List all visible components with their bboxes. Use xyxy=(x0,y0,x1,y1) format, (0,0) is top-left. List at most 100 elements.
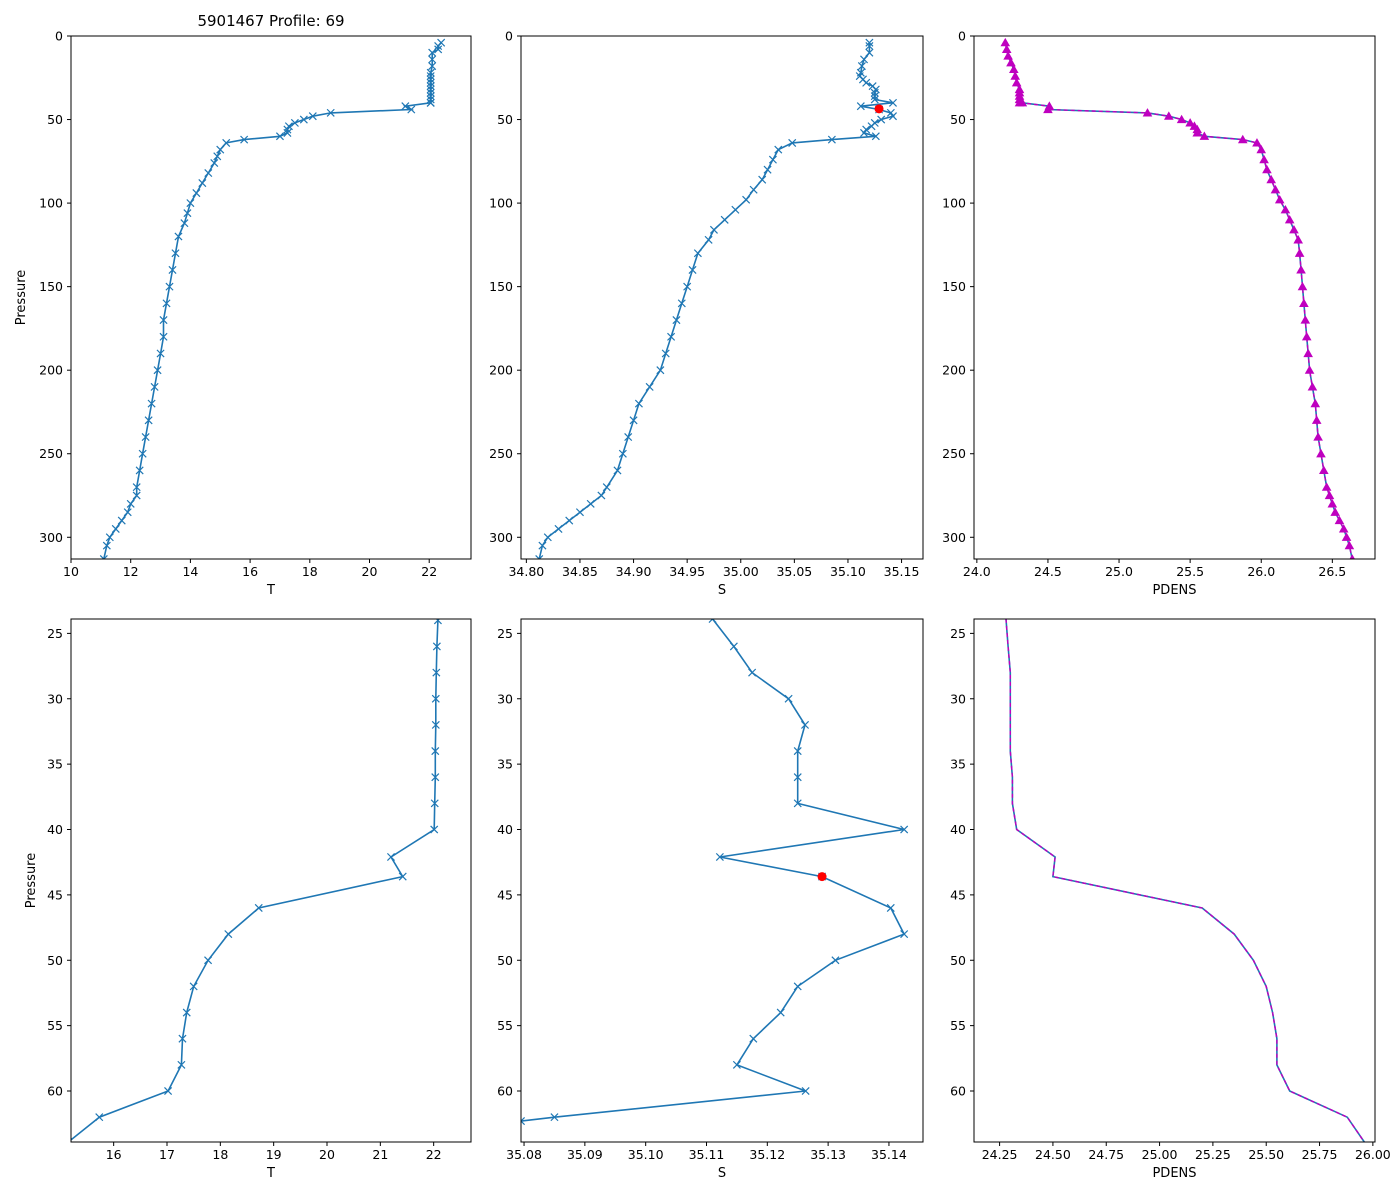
data-point-triangle xyxy=(1294,248,1305,257)
y-tick-label: 60 xyxy=(47,1084,63,1099)
data-point-triangle xyxy=(1266,174,1276,184)
y-tick-label: 150 xyxy=(489,279,513,294)
data-point-x xyxy=(554,524,563,533)
data-point-x xyxy=(178,1034,187,1043)
data-point-x xyxy=(827,135,836,144)
y-tick-label: 30 xyxy=(950,691,966,706)
data-point-x xyxy=(629,416,638,425)
data-point-x xyxy=(586,499,595,508)
data-point-triangle xyxy=(1284,215,1295,224)
y-tick-label: 35 xyxy=(497,757,513,772)
y-tick-label: 300 xyxy=(39,530,63,545)
data-point-x xyxy=(189,982,198,991)
data-point-x xyxy=(602,483,611,492)
panel-sal-full: 34.80 34.85 34.90 34.95 35.00 35.05 35.10 35.15… xyxy=(489,29,924,598)
data-point-x xyxy=(870,92,879,101)
x-tick-label: 35.10 xyxy=(830,564,866,579)
data-point-x xyxy=(788,138,797,147)
x-axis-label: PDENS xyxy=(1152,583,1196,598)
data-point-x xyxy=(793,799,802,808)
data-point-x xyxy=(426,98,435,107)
data-point-x xyxy=(434,45,443,54)
data-point-x xyxy=(865,48,874,57)
x-tick-label: 35.00 xyxy=(723,564,759,579)
data-point-x xyxy=(618,449,627,458)
data-point-triangle xyxy=(1289,225,1299,234)
data-point-x xyxy=(168,265,177,274)
x-tick-label: 35.08 xyxy=(506,1147,542,1162)
data-point-triangle xyxy=(1341,532,1352,541)
x-tick-label: 25.25 xyxy=(1195,1147,1231,1162)
data-point-triangle xyxy=(1321,482,1332,491)
data-point-x xyxy=(117,516,126,525)
x-tick-label: 34.95 xyxy=(669,564,705,579)
data-point-x xyxy=(431,747,440,756)
y-tick-label: 55 xyxy=(497,1018,513,1033)
x-axis-label: T xyxy=(266,1166,275,1181)
data-point-x xyxy=(704,235,713,244)
data-point-x xyxy=(543,533,552,542)
data-point-x xyxy=(667,332,676,341)
data-point-x xyxy=(95,1113,104,1122)
data-point-triangle xyxy=(1009,64,1019,74)
y-tick-label: 40 xyxy=(497,822,513,837)
data-point-triangle xyxy=(1349,554,1355,559)
data-point-triangle xyxy=(1330,507,1340,516)
data-point-x xyxy=(299,115,308,124)
data-point-x xyxy=(426,95,435,104)
x-axis-label: S xyxy=(718,1166,726,1181)
y-tick-label: 50 xyxy=(47,112,63,127)
y-tick-label: 30 xyxy=(497,691,513,706)
data-point-x xyxy=(182,1008,191,1017)
x-tick-label: 16 xyxy=(106,1147,122,1162)
axes-frame xyxy=(70,35,472,560)
data-point-x xyxy=(111,524,120,533)
data-point-x xyxy=(535,554,544,559)
data-point-x xyxy=(102,541,111,550)
data-point-x xyxy=(683,282,692,291)
data-point-x xyxy=(162,299,171,308)
y-tick-label: 25 xyxy=(47,626,63,641)
x-tick-label: 24.5 xyxy=(1034,564,1062,579)
x-tick-label: 19 xyxy=(266,1147,282,1162)
y-tick-label: 250 xyxy=(489,446,513,461)
data-point-x xyxy=(575,508,584,517)
data-point-x xyxy=(105,533,114,542)
data-point-x xyxy=(430,799,439,808)
data-point-x xyxy=(428,48,437,57)
data-point-x xyxy=(715,852,724,861)
data-point-x xyxy=(431,720,440,729)
data-point-x xyxy=(224,930,233,939)
x-tick-label: 35.15 xyxy=(884,564,920,579)
y-tick-label: 200 xyxy=(489,363,513,378)
data-point-x xyxy=(732,1060,741,1069)
data-point-triangle xyxy=(1010,71,1021,80)
data-point-x xyxy=(793,982,802,991)
y-tick-label: 0 xyxy=(55,29,63,44)
data-point-x xyxy=(538,541,547,550)
data-point-x xyxy=(213,152,222,161)
data-point-x xyxy=(597,491,606,500)
data-point-x xyxy=(428,55,437,64)
x-tick-label: 24.50 xyxy=(1035,1147,1071,1162)
data-point-x xyxy=(888,98,898,107)
x-tick-label: 14 xyxy=(182,564,198,579)
data-point-triangle xyxy=(1256,144,1267,154)
y-tick-label: 200 xyxy=(942,363,966,378)
data-point-x xyxy=(800,720,810,729)
series-line xyxy=(521,619,906,1122)
data-point-triangle xyxy=(1176,114,1187,124)
data-point-x xyxy=(793,747,802,756)
data-point-x xyxy=(426,78,435,87)
y-tick-label: 50 xyxy=(47,953,63,968)
data-point-x xyxy=(886,903,895,912)
data-point-x xyxy=(138,449,147,458)
data-point-x xyxy=(198,179,207,188)
data-point-x xyxy=(430,825,439,834)
data-point-triangle xyxy=(1324,490,1335,500)
y-tick-label: 0 xyxy=(505,29,513,44)
x-axis-label: PDENS xyxy=(1152,1166,1196,1181)
data-point-x xyxy=(720,215,729,224)
data-point-x xyxy=(177,1060,186,1069)
y-tick-label: 60 xyxy=(950,1084,966,1099)
